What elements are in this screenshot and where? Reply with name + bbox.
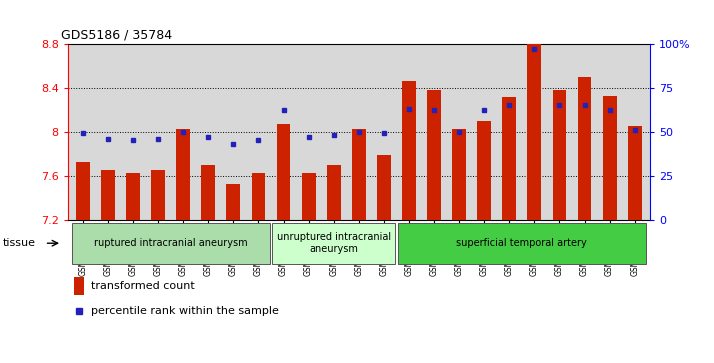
Bar <box>226 184 241 220</box>
Bar <box>126 174 140 220</box>
Bar <box>302 174 316 220</box>
Text: percentile rank within the sample: percentile rank within the sample <box>91 306 279 316</box>
Text: GDS5186 / 35784: GDS5186 / 35784 <box>61 29 172 42</box>
Bar <box>503 98 516 220</box>
Bar <box>151 170 165 220</box>
Bar <box>603 97 616 220</box>
Bar <box>101 170 115 220</box>
Bar <box>553 90 566 220</box>
Text: ruptured intracranial aneurysm: ruptured intracranial aneurysm <box>94 238 248 248</box>
Bar <box>427 90 441 220</box>
Bar <box>74 277 84 295</box>
Text: superficial temporal artery: superficial temporal artery <box>456 238 587 248</box>
Bar <box>251 174 266 220</box>
Bar <box>477 121 491 220</box>
Bar <box>276 124 291 220</box>
Text: transformed count: transformed count <box>91 281 195 291</box>
Bar <box>377 155 391 220</box>
FancyBboxPatch shape <box>71 223 270 264</box>
Bar <box>176 129 190 220</box>
Bar <box>327 164 341 220</box>
Bar <box>352 129 366 220</box>
Bar <box>402 81 416 220</box>
Bar <box>528 44 541 220</box>
Bar <box>628 126 642 220</box>
Bar <box>76 162 90 220</box>
Text: unruptured intracranial
aneurysm: unruptured intracranial aneurysm <box>276 232 391 254</box>
Bar <box>578 77 591 220</box>
FancyBboxPatch shape <box>398 223 646 264</box>
FancyBboxPatch shape <box>272 223 395 264</box>
Bar <box>201 164 215 220</box>
Bar <box>452 129 466 220</box>
Text: tissue: tissue <box>3 238 36 248</box>
